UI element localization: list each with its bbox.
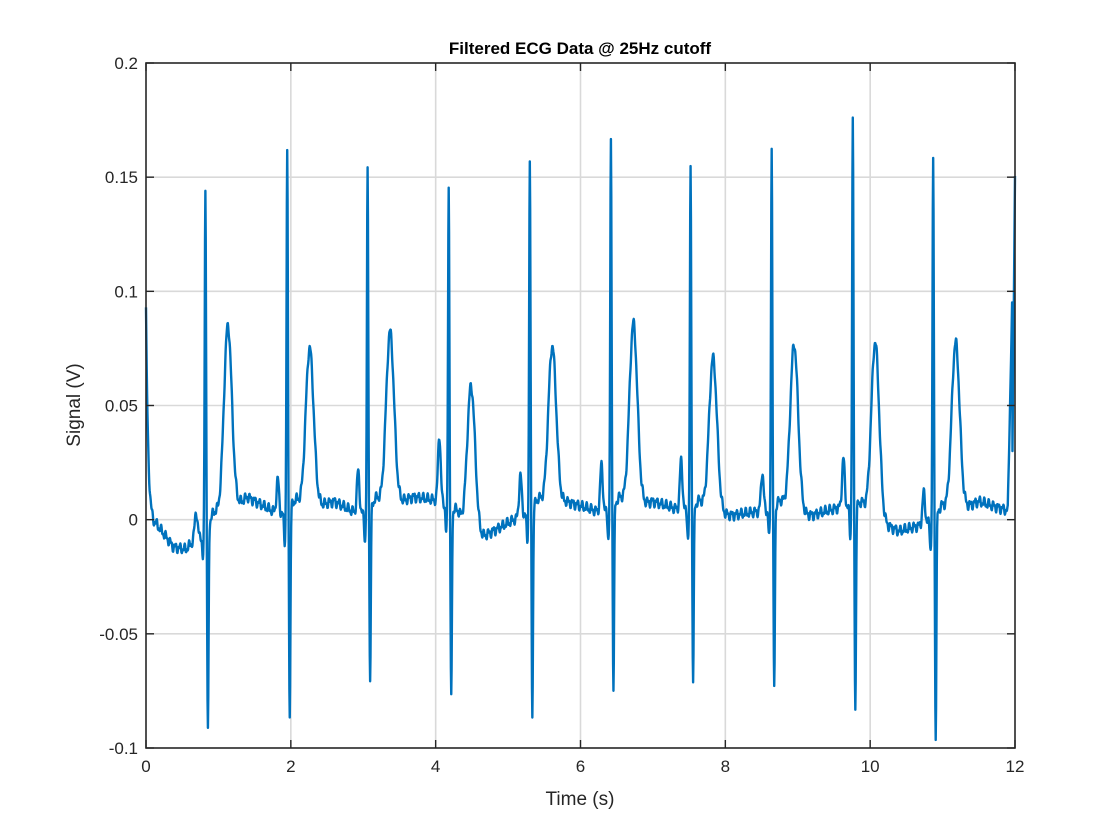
x-tick-label: 10 xyxy=(861,757,880,776)
y-tick-label: 0.2 xyxy=(114,54,138,73)
y-tick-label: 0 xyxy=(129,511,138,530)
chart-title: Filtered ECG Data @ 25Hz cutoff xyxy=(449,39,712,58)
x-tick-label: 12 xyxy=(1006,757,1025,776)
x-axis-label: Time (s) xyxy=(546,789,615,810)
x-tick-label: 2 xyxy=(286,757,295,776)
ecg-signal-line xyxy=(144,116,1017,742)
plot-area xyxy=(144,116,1017,742)
grid xyxy=(146,63,1015,748)
y-axis-label: Signal (V) xyxy=(64,363,85,446)
x-tick-label: 6 xyxy=(576,757,585,776)
ticks: 0 2 4 6 8 10 12 -0.1 -0.05 0 0.05 0.1 0.15 0.2 xyxy=(99,54,1024,776)
y-tick-label: -0.1 xyxy=(109,739,138,758)
x-tick-label: 8 xyxy=(721,757,730,776)
y-tick-label: 0.15 xyxy=(105,168,138,187)
x-tick-label: 0 xyxy=(141,757,150,776)
y-tick-label: 0.1 xyxy=(114,282,138,301)
y-tick-label: 0.05 xyxy=(105,397,138,416)
y-tick-label: -0.05 xyxy=(99,625,138,644)
x-tick-label: 4 xyxy=(431,757,440,776)
